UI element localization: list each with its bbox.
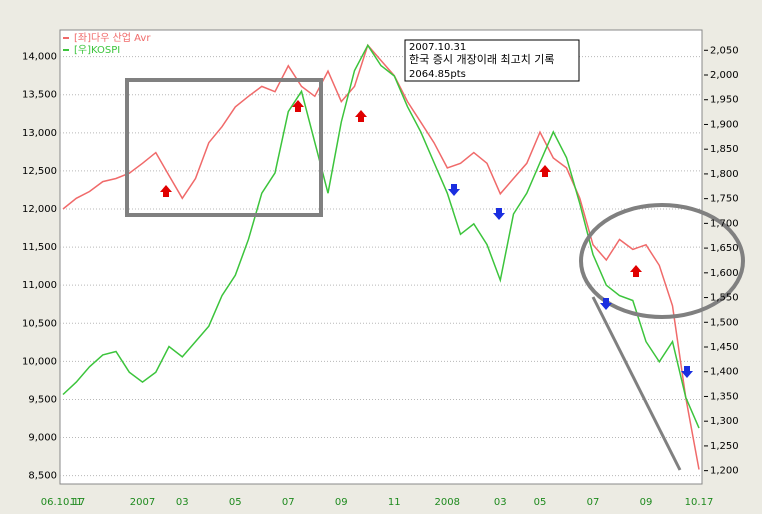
pointer-line: [591, 296, 682, 471]
grid: [60, 56, 702, 477]
y2-tick-label: 1,250: [710, 441, 739, 452]
y2-tick-label: 1,650: [710, 243, 739, 254]
up-arrow: [355, 110, 367, 122]
highlight-box: [125, 78, 323, 217]
y2-tick-label: 1,700: [710, 218, 739, 229]
x-tick-label: 10.17: [685, 497, 714, 508]
x-tick-label: 09: [640, 497, 653, 508]
series-line: [62, 43, 700, 429]
down-arrow: [493, 208, 505, 220]
x-tick-label: 03: [494, 497, 507, 508]
y-tick-label: 12,500: [22, 166, 57, 177]
y2-tick-label: 1,600: [710, 268, 739, 279]
down-arrow: [681, 366, 693, 378]
y2-tick-label: 1,200: [710, 466, 739, 477]
y2-tick-label: 1,950: [710, 95, 739, 106]
plot-area: [59, 29, 703, 485]
y-tick-label: 9,500: [28, 394, 57, 405]
y2-tick-label: 1,850: [710, 144, 739, 155]
up-arrow: [539, 165, 551, 177]
y-tick-label: 13,500: [22, 90, 57, 101]
y2-tick-label: 1,750: [710, 194, 739, 205]
x-tick-label: 2007: [130, 497, 155, 508]
y-tick-label: 10,500: [22, 318, 57, 329]
lines: [62, 43, 700, 470]
x-tick-label: 07: [282, 497, 295, 508]
x-tick-label: 07: [587, 497, 600, 508]
x-tick-label: 11: [70, 497, 83, 508]
y-tick-label: 11,000: [22, 280, 57, 291]
y-tick-label: 8,500: [28, 471, 57, 482]
x-tick-label: 06.10.17: [41, 497, 86, 508]
highlight-circle: [579, 203, 745, 319]
y2-tick-label: 1,500: [710, 317, 739, 328]
y2-tick-label: 1,300: [710, 416, 739, 427]
y-tick-label: 12,000: [22, 204, 57, 215]
y-tick-label: 10,000: [22, 356, 57, 367]
series-line: [62, 43, 700, 470]
x-tick-label: 11: [388, 497, 401, 508]
legend-label: [우]KOSPI: [74, 44, 120, 56]
y2-tick-label: 1,450: [710, 342, 739, 353]
x-tick-label: 2008: [435, 497, 460, 508]
signal-arrows: [160, 100, 693, 378]
y2-tick-label: 1,800: [710, 169, 739, 180]
down-arrow: [600, 298, 612, 310]
annotation-box: [404, 39, 580, 82]
y-tick-label: 11,500: [22, 242, 57, 253]
y-tick-label: 14,000: [22, 52, 57, 63]
x-tick-label: 03: [176, 497, 189, 508]
y2-tick-label: 1,550: [710, 293, 739, 304]
x-tick-label: 05: [229, 497, 242, 508]
annotation-date: 2007.10.31: [409, 42, 466, 53]
y2-tick-label: 1,400: [710, 367, 739, 378]
legend-label: [좌]다우 산업 Avr: [74, 31, 151, 44]
x-tick-label: 09: [335, 497, 348, 508]
y-tick-label: 9,000: [28, 433, 57, 444]
up-arrow: [160, 185, 172, 197]
annotation-value: 2064.85pts: [409, 69, 466, 80]
up-arrow: [292, 100, 304, 112]
x-tick-label: 05: [534, 497, 547, 508]
legend: [좌]다우 산업 Avr[우]KOSPI: [63, 31, 151, 56]
up-arrow: [630, 265, 642, 277]
annotation-text: 한국 증시 개장이래 최고치 기록: [409, 53, 555, 66]
annotation: 2007.10.31 한국 증시 개장이래 최고치 기록 2064.85pts: [404, 39, 580, 82]
y2-tick-label: 1,350: [710, 391, 739, 402]
y2-tick-label: 1,900: [710, 119, 739, 130]
y-tick-label: 13,000: [22, 128, 57, 139]
down-arrow: [448, 184, 460, 196]
y2-tick-label: 2,000: [710, 70, 739, 81]
y2-tick-label: 2,050: [710, 45, 739, 56]
